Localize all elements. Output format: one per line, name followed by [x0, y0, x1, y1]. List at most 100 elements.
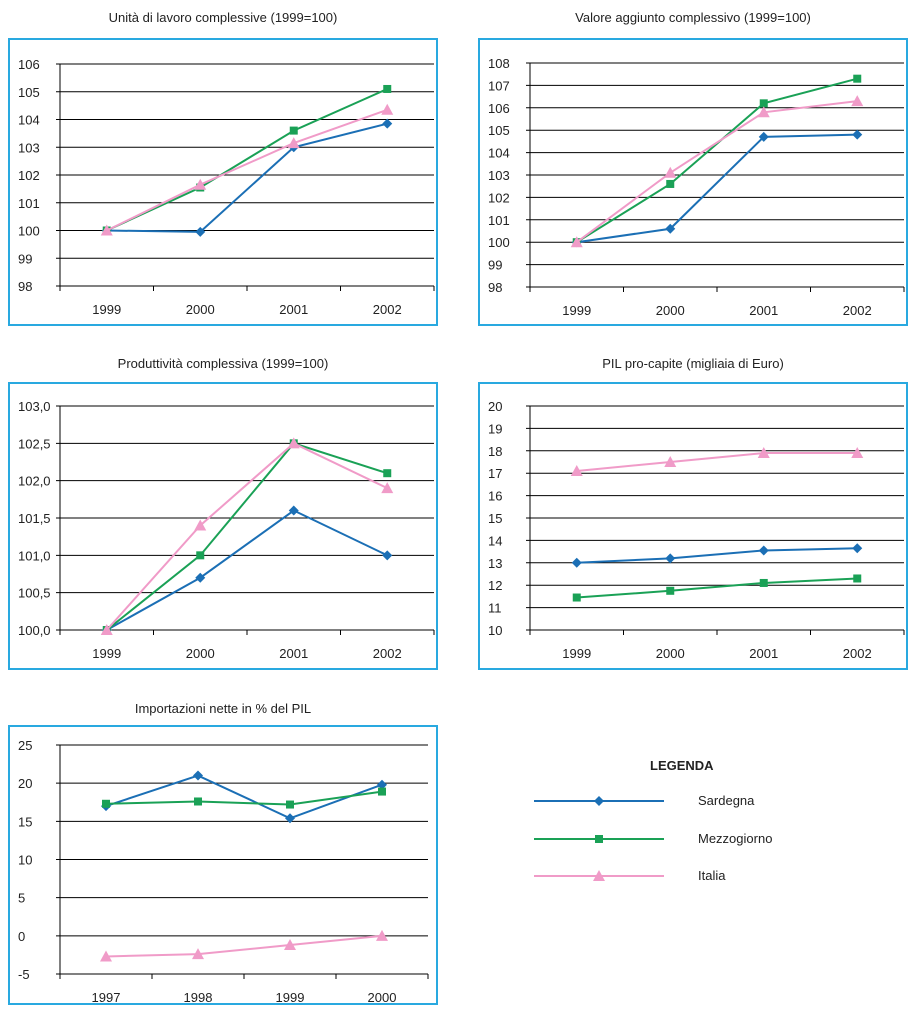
y-tick-label: 98 — [18, 279, 32, 294]
x-tick-label: 2000 — [656, 303, 685, 318]
series-line-italia — [105, 934, 383, 958]
line-chart-valore-aggiunto: 98 99 100 101 102 103 104 105 106 107 108 1999 2000 2… — [488, 56, 905, 318]
series-line-sardegna — [576, 547, 858, 564]
y-tick-label: 100,5 — [18, 586, 51, 601]
x-tick-label: 2000 — [186, 302, 215, 317]
legend-swatches — [534, 796, 664, 881]
x-tick-label: 1997 — [92, 990, 121, 1005]
data-point-italia — [100, 950, 112, 962]
data-point-sardegna — [665, 223, 676, 234]
series-line-mezzogiorno — [576, 577, 858, 599]
y-tick-label: 108 — [488, 56, 510, 71]
data-point-sardegna — [382, 550, 393, 561]
series-line-italia — [576, 100, 858, 244]
chart-frame: 100,0 100,5 101,0 101,5 102,0 102,5 103,0 1999 2… — [8, 382, 438, 670]
legend-label-italia: Italia — [698, 868, 726, 883]
data-point-sardegna — [377, 779, 387, 790]
data-point-mezzogiorno — [289, 126, 298, 135]
data-point-sardegna — [665, 553, 676, 564]
series-line-sardegna — [576, 133, 858, 244]
y-tick-label: 105 — [488, 123, 510, 138]
y-tick-label: 105 — [18, 85, 40, 100]
y-tick-label: 101 — [488, 213, 510, 228]
data-point-italia — [570, 236, 583, 248]
series-line-mezzogiorno — [576, 77, 858, 244]
data-point-italia — [284, 938, 296, 950]
y-tick-label: 107 — [488, 78, 510, 93]
data-point-mezzogiorno — [196, 551, 205, 560]
legend-label-sardegna: Sardegna — [698, 793, 755, 808]
legend-label-mezzogiorno: Mezzogiorno — [698, 831, 773, 846]
y-tick-label: 98 — [488, 280, 502, 295]
data-point-italia — [757, 106, 770, 118]
data-point-italia — [757, 447, 770, 459]
x-tick-label: 2001 — [749, 303, 778, 318]
series-line-sardegna — [106, 122, 388, 233]
y-tick-label: 11 — [488, 601, 502, 616]
data-point-mezzogiorno — [853, 74, 862, 83]
x-tick-label: 2001 — [749, 646, 778, 661]
y-tick-label: 10 — [18, 853, 32, 868]
data-point-sardegna — [382, 118, 393, 129]
data-point-italia — [192, 948, 204, 960]
y-tick-label: 17 — [488, 466, 502, 481]
data-point-italia — [664, 166, 677, 178]
x-tick-label: 1999 — [276, 990, 305, 1005]
data-point-sardegna — [758, 131, 769, 142]
data-point-italia — [381, 482, 394, 494]
legend-marker-italia — [593, 870, 605, 881]
x-tick-label: 2002 — [373, 302, 402, 317]
x-tick-label: 2001 — [279, 646, 308, 661]
y-tick-label: 15 — [18, 814, 32, 829]
y-tick-label: 102,0 — [18, 474, 51, 489]
data-point-italia — [851, 95, 864, 107]
data-point-italia — [376, 929, 388, 941]
y-tick-label: 101,5 — [18, 511, 51, 526]
y-tick-label: 100,0 — [18, 623, 51, 638]
data-point-italia — [194, 178, 207, 190]
x-tick-label: 2000 — [656, 646, 685, 661]
data-point-sardegna — [758, 545, 769, 556]
x-tick-label: 2002 — [373, 646, 402, 661]
x-tick-label: 2000 — [368, 990, 397, 1005]
data-point-sardegna — [852, 129, 863, 140]
data-point-mezzogiorno — [102, 799, 110, 808]
y-tick-label: 102 — [18, 168, 40, 183]
y-tick-label: 25 — [18, 738, 32, 753]
y-tick-label: 19 — [488, 421, 502, 436]
series-line-italia — [106, 108, 388, 232]
data-point-mezzogiorno — [759, 578, 768, 587]
data-point-mezzogiorno — [383, 84, 392, 93]
data-point-sardegna — [285, 813, 295, 824]
y-tick-label: 13 — [488, 556, 502, 571]
series-line-italia — [106, 442, 388, 631]
y-tick-label: 14 — [488, 533, 502, 548]
chart-frame: 98 99 100 101 102 103 104 105 106 107 108 1999 2000 2… — [478, 38, 908, 326]
chart-panel-2: Valore aggiunto complessivo (1999=100) 9… — [478, 10, 908, 326]
data-point-sardegna — [193, 770, 203, 781]
y-tick-label: -5 — [18, 967, 30, 982]
x-tick-label: 2000 — [186, 646, 215, 661]
y-tick-label: 100 — [488, 235, 510, 250]
x-tick-label: 2002 — [843, 303, 872, 318]
line-chart-produttivita: 100,0 100,5 101,0 101,5 102,0 102,5 103,0 1999 2… — [18, 399, 435, 661]
x-tick-label: 1999 — [92, 646, 121, 661]
data-point-italia — [100, 224, 113, 236]
data-point-italia — [851, 447, 864, 459]
chart-frame: 98 99 100 101 102 103 104 105 106 1999 2000 2001 200… — [8, 38, 438, 326]
data-point-mezzogiorno — [759, 99, 768, 108]
chart-frame: 10 11 12 13 14 15 16 17 18 19 20 1999 2000 2001 2002 — [478, 382, 908, 670]
y-tick-label: 106 — [488, 101, 510, 116]
y-tick-label: 12 — [488, 578, 502, 593]
chart-title: PIL pro-capite (migliaia di Euro) — [602, 356, 784, 371]
y-tick-label: 101,0 — [18, 548, 51, 563]
y-tick-label: 102,5 — [18, 436, 51, 451]
series-line-mezzogiorno — [106, 88, 388, 232]
data-point-italia — [100, 624, 113, 635]
legend-marker-sardegna — [594, 796, 604, 806]
chart-title: Valore aggiunto complessivo (1999=100) — [575, 10, 811, 25]
y-tick-label: 104 — [488, 146, 510, 161]
x-tick-label: 1999 — [562, 646, 591, 661]
y-tick-label: 100 — [18, 224, 40, 239]
data-point-italia — [570, 464, 583, 476]
